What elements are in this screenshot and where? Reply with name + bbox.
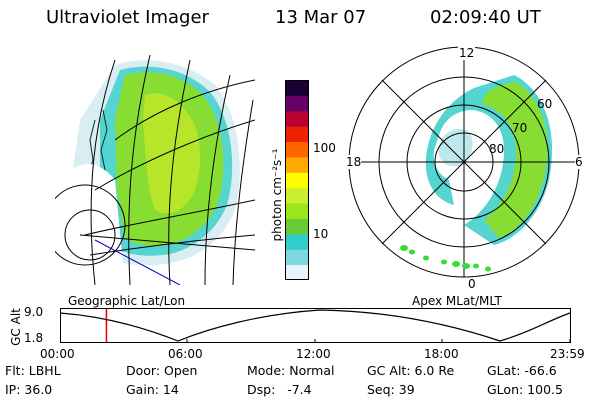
altitude-axis-label: GC Alt [9,308,23,346]
footer-filter: Flt: LBHL [5,363,61,378]
colorbar-segment [285,203,309,219]
polar-grid [348,46,580,278]
lat-lon-grid [55,54,255,285]
footer-glon: GLon: 100.5 [487,382,563,397]
altitude-tick-1-8: 1.8 [24,331,44,345]
altitude-x-1200: 12:00 [296,347,331,361]
colorbar-segment [285,187,309,204]
polar-label-0: 0 [468,277,476,291]
polar-label-18: 18 [346,155,362,169]
colorbar-segment [285,233,309,250]
polar-lat-80: 80 [489,142,505,156]
colorbar-segment [285,218,309,235]
polar-lat-70: 70 [512,121,528,135]
footer-seq: Seq: 39 [367,382,415,397]
colorbar-segment [285,126,309,143]
polar-lat-60: 60 [537,97,553,111]
aurora-blob-yellow [143,93,201,214]
footer-gc-alt: GC Alt: 6.0 Re [367,363,455,378]
colorbar-segment [285,264,309,280]
colorbar-segment [285,172,309,189]
footer-dsp: Dsp: -7.4 [247,382,312,397]
altitude-x-0600: 06:00 [168,347,203,361]
colorbar-segment [285,141,309,158]
polar-plot [348,46,580,278]
instrument-title: Ultraviolet Imager [46,7,209,28]
colorbar-segment [285,156,309,173]
altitude-x-1800: 18:00 [424,347,459,361]
colorbar-segment [285,80,309,96]
limb-region [55,163,125,285]
altitude-x-0000: 00:00 [40,347,75,361]
geographic-caption: Geographic Lat/Lon [68,294,186,308]
colorbar-ramp [285,80,309,280]
altitude-ticks [60,339,571,343]
time-label: 02:09:40 UT [430,7,541,28]
polar-label-12: 12 [458,46,476,60]
altitude-x-2359: 23:59 [550,347,585,361]
date-label: 13 Mar 07 [275,7,367,28]
colorbar-segment [285,110,309,127]
colorbar-tick-100: 100 [313,141,336,155]
altitude-curve [60,309,571,342]
colorbar-unit-label: photon cm⁻²s⁻¹ [270,148,284,242]
footer-door: Door: Open [126,363,198,378]
apex-caption: Apex MLat/MLT [412,294,502,308]
colorbar-segment [285,95,309,112]
polar-aurora-green [483,82,548,238]
footer-ip: IP: 36.0 [5,382,53,397]
polar-dots [400,245,491,272]
terminator-line [94,239,181,285]
footer-gain: Gain: 14 [126,382,179,397]
geographic-image [55,54,255,285]
footer-glat: GLat: -66.6 [487,363,557,378]
colorbar-segment [285,249,309,266]
altitude-plot [60,308,571,343]
altitude-tick-9: 9.0 [24,305,44,319]
polar-label-6: 6 [575,155,583,169]
colorbar-tick-10: 10 [313,227,329,241]
colorbar [285,80,309,280]
footer-mode: Mode: Normal [247,363,335,378]
